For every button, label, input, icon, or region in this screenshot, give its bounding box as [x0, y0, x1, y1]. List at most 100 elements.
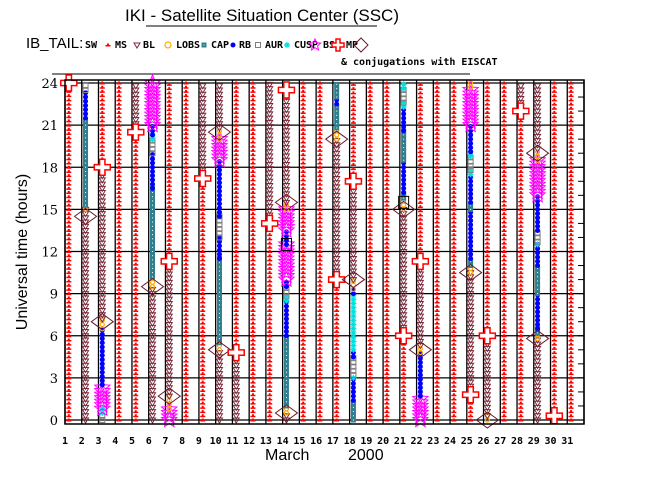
y-tick-label: 0	[50, 414, 58, 429]
sw-marker	[568, 271, 574, 275]
sw-marker	[568, 262, 574, 266]
cusp-marker	[93, 396, 112, 413]
lobs-marker-dot	[152, 217, 154, 219]
y-tick-label: 24	[41, 77, 58, 92]
sw-marker	[200, 254, 206, 258]
cap-marker	[334, 101, 340, 107]
lobs-marker-dot	[403, 142, 405, 144]
sw-marker	[501, 191, 507, 195]
sw-marker	[66, 195, 72, 199]
sw-marker	[367, 169, 373, 173]
sw-marker	[233, 237, 239, 241]
sw-marker	[317, 262, 323, 266]
sw-marker	[200, 418, 206, 422]
sw-marker	[417, 213, 423, 217]
sw-marker	[367, 212, 373, 216]
sw-marker	[367, 389, 373, 393]
sw-marker	[200, 228, 206, 232]
ms-marker	[133, 42, 141, 49]
sw-marker	[551, 178, 557, 182]
sw-marker	[317, 102, 323, 106]
mp-marker	[391, 200, 416, 218]
sw-marker	[300, 405, 306, 409]
lobs-marker-dot	[285, 363, 287, 365]
sw-marker	[417, 108, 423, 112]
sw-marker	[300, 367, 306, 371]
sw-marker	[317, 300, 323, 304]
cusp-marker	[160, 400, 179, 417]
sw-marker	[501, 359, 507, 363]
lobs-marker-dot	[85, 170, 87, 172]
sw-marker	[116, 317, 122, 321]
sw-marker	[434, 195, 440, 199]
sw-marker	[367, 123, 373, 127]
sw-marker	[116, 195, 122, 199]
sw-marker	[350, 141, 356, 145]
cusp-marker	[277, 214, 296, 231]
sw-marker	[116, 106, 122, 110]
sw-marker	[317, 212, 323, 216]
sw-marker	[300, 186, 306, 190]
sw-marker	[451, 132, 457, 136]
sw-marker	[384, 98, 390, 102]
sw-marker	[317, 119, 323, 123]
sw-marker	[501, 115, 507, 119]
sw-marker	[250, 287, 256, 291]
sw-marker	[367, 380, 373, 384]
sw-marker	[451, 207, 457, 211]
sw-marker	[367, 262, 373, 266]
sw-marker	[434, 363, 440, 367]
sw-marker	[267, 334, 273, 338]
sw-marker	[551, 279, 557, 283]
bs-marker	[512, 102, 530, 120]
sw-marker	[384, 330, 390, 334]
sw-marker	[384, 405, 390, 409]
sw-marker	[183, 123, 189, 127]
sw-marker	[233, 81, 239, 85]
sw-marker	[133, 300, 139, 304]
sw-marker	[116, 182, 122, 186]
sw-marker	[451, 94, 457, 98]
sw-marker	[116, 380, 122, 384]
sw-marker	[434, 287, 440, 291]
sw-marker	[133, 199, 139, 203]
cap-marker	[283, 312, 289, 318]
cusp-marker	[277, 238, 296, 256]
lobs-marker-dot	[537, 267, 539, 269]
sw-marker	[116, 228, 122, 232]
sw-marker	[133, 220, 139, 224]
lobs-marker-dot	[85, 149, 87, 151]
sw-marker	[183, 178, 189, 182]
sw-marker	[417, 209, 423, 213]
sw-marker	[384, 275, 390, 279]
sw-marker	[317, 127, 323, 131]
sw-marker	[484, 136, 490, 140]
sw-marker	[484, 161, 490, 165]
sw-marker	[451, 148, 457, 152]
sw-marker	[233, 334, 239, 338]
cap-marker	[216, 175, 222, 181]
sw-marker	[451, 203, 457, 207]
sw-marker	[66, 401, 72, 405]
sw-marker	[417, 196, 423, 200]
y-tick-label: 18	[41, 161, 58, 176]
sw-marker	[501, 199, 507, 203]
sw-marker	[300, 216, 306, 220]
sw-marker	[267, 342, 273, 346]
sw-marker	[317, 237, 323, 241]
lobs-marker-dot	[352, 411, 354, 413]
sw-marker	[551, 321, 557, 325]
sw-marker	[317, 216, 323, 220]
sw-marker	[568, 127, 574, 131]
sw-marker	[434, 346, 440, 350]
sw-marker	[66, 233, 72, 237]
sw-marker	[551, 144, 557, 148]
cap-marker	[283, 316, 289, 322]
lobs-marker-dot	[203, 44, 205, 46]
sw-marker	[233, 174, 239, 178]
lobs-marker-dot	[218, 338, 220, 340]
cusp-marker	[528, 164, 547, 182]
day-column-22	[408, 82, 433, 428]
sw-marker	[250, 393, 256, 397]
sw-marker	[200, 241, 206, 245]
